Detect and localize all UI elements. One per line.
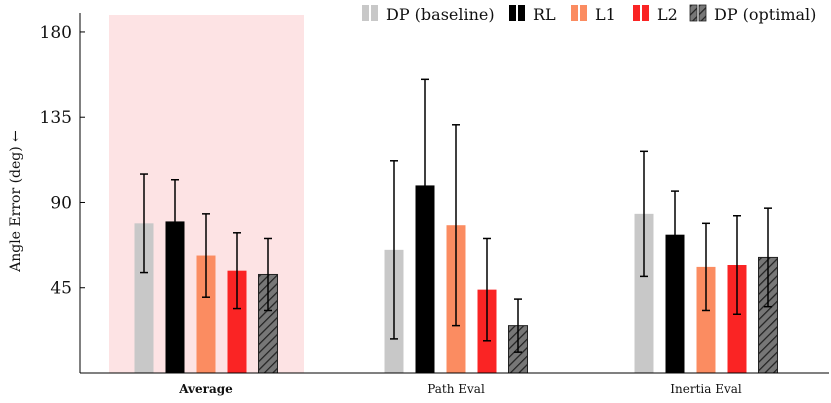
error-bar-dp-optimal-average bbox=[264, 237, 272, 312]
legend-swatch bbox=[518, 5, 525, 21]
legend-item-rl: RL bbox=[509, 5, 556, 24]
legend-label: L1 bbox=[595, 5, 616, 24]
y-tick-label: 90 bbox=[50, 193, 72, 213]
error-bar-l2-path-eval bbox=[483, 237, 491, 342]
bar-l2-average bbox=[227, 270, 247, 373]
y-tick-label: 135 bbox=[40, 108, 72, 128]
bar-rl-average bbox=[165, 221, 185, 373]
error-bar-l1-inertia-eval bbox=[702, 222, 710, 312]
bar-dp-baseline-inertia-eval bbox=[634, 213, 654, 373]
error-bar-dp-baseline-inertia-eval bbox=[640, 150, 648, 278]
error-bar-rl-inertia-eval bbox=[671, 190, 679, 280]
legend-item-l1: L1 bbox=[571, 5, 616, 24]
error-bar-l2-average bbox=[233, 232, 241, 310]
legend-label: DP (optimal) bbox=[714, 5, 816, 24]
legend-swatch bbox=[571, 5, 578, 21]
legend-label: DP (baseline) bbox=[386, 5, 495, 24]
error-bar-dp-baseline-average bbox=[140, 173, 148, 274]
legend-swatch bbox=[371, 5, 378, 21]
error-bar-l1-path-eval bbox=[452, 124, 460, 327]
x-tick-label-inertia-eval: Inertia Eval bbox=[670, 382, 742, 396]
error-bar-l2-inertia-eval bbox=[733, 214, 741, 316]
x-tick-label-average: Average bbox=[178, 382, 233, 396]
x-tick-label-path-eval: Path Eval bbox=[427, 382, 485, 396]
bar-l1-inertia-eval bbox=[696, 266, 716, 373]
error-bar-rl-path-eval bbox=[421, 78, 429, 293]
bar-l1-average bbox=[196, 255, 216, 373]
legend-label: L2 bbox=[657, 5, 678, 24]
legend-label: RL bbox=[533, 5, 556, 24]
bar-l2-inertia-eval bbox=[727, 265, 747, 373]
y-axis-label: Angle Error (deg) ← bbox=[8, 130, 24, 273]
error-bar-rl-average bbox=[171, 178, 179, 264]
error-bar-dp-optimal-path-eval bbox=[514, 298, 522, 353]
error-bar-dp-baseline-path-eval bbox=[390, 160, 398, 340]
legend-swatch bbox=[509, 5, 516, 21]
legend-item-l2: L2 bbox=[633, 5, 678, 24]
bar-rl-inertia-eval bbox=[665, 234, 685, 373]
legend-swatch bbox=[689, 4, 698, 22]
legend-swatch bbox=[580, 5, 587, 21]
error-bar-l1-average bbox=[202, 213, 210, 298]
legend-swatch bbox=[642, 5, 649, 21]
legend-item-dp-baseline: DP (baseline) bbox=[362, 5, 495, 24]
legend: DP (baseline) RL L1 L2 DP (optimal) bbox=[362, 4, 816, 24]
y-tick-label: 180 bbox=[40, 23, 72, 43]
legend-swatch bbox=[633, 5, 640, 21]
bar-dp-baseline-average bbox=[134, 223, 154, 373]
y-tick-label: 45 bbox=[50, 279, 72, 299]
legend-swatch bbox=[362, 5, 369, 21]
legend-item-dp-optimal: DP (optimal) bbox=[689, 4, 816, 24]
legend-swatch bbox=[698, 4, 707, 22]
error-bar-dp-optimal-inertia-eval bbox=[764, 207, 772, 308]
